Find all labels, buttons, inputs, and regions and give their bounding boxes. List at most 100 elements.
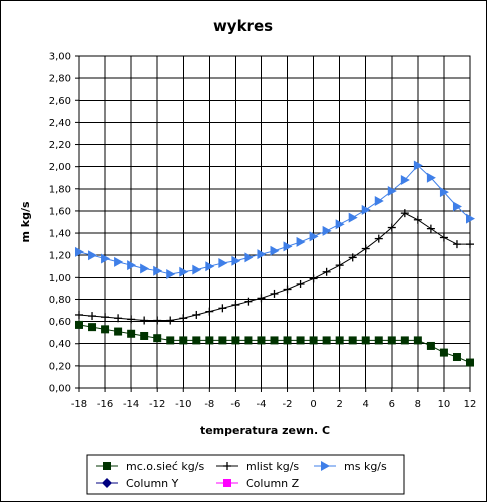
- data-point: [88, 323, 97, 332]
- x-tick-label: -18: [71, 399, 87, 410]
- data-point: [140, 316, 149, 325]
- data-point: [387, 223, 396, 232]
- data-point: [283, 336, 292, 345]
- y-tick-label: 1,40: [49, 229, 71, 240]
- x-tick-label: 0: [310, 399, 316, 410]
- data-point: [335, 219, 345, 230]
- y-tick-label: 1,80: [49, 184, 71, 195]
- data-point: [452, 240, 461, 249]
- data-point: [101, 313, 110, 322]
- y-tick-label: 3,00: [49, 52, 71, 63]
- y-tick-label: 2,40: [49, 118, 71, 129]
- data-point: [283, 285, 292, 294]
- legend-item: mlist kg/s: [216, 460, 299, 473]
- legend-marker: [223, 479, 231, 487]
- x-tick-label: 2: [336, 399, 342, 410]
- x-tick-label: 8: [415, 399, 421, 410]
- chart-title: wykres: [213, 17, 273, 35]
- data-point: [296, 236, 306, 247]
- legend-item: Column Z: [216, 477, 300, 490]
- data-point: [140, 263, 150, 274]
- legend-box: [86, 454, 405, 495]
- x-tick-label: -16: [97, 399, 113, 410]
- data-point: [466, 358, 474, 367]
- y-axis-title: m kg/s: [19, 201, 32, 242]
- data-point: [335, 261, 344, 270]
- y-tick-label: 2,20: [49, 140, 71, 151]
- data-point: [270, 336, 279, 345]
- data-point: [257, 249, 267, 260]
- x-axis-title: temperatura zewn. C: [200, 424, 330, 437]
- y-axis-ticks: 0,00 0,20 0,40 0,60 0,80 1,00 1,20 1,40 1,60 1,80…: [49, 52, 79, 395]
- data-point: [192, 336, 201, 345]
- data-point: [309, 231, 319, 242]
- data-point: [101, 325, 110, 334]
- data-point: [231, 336, 240, 345]
- data-point: [439, 233, 448, 242]
- data-point: [231, 255, 241, 266]
- y-tick-label: 0,00: [49, 384, 71, 395]
- data-point: [400, 209, 409, 218]
- legend-marker: [321, 461, 330, 471]
- data-point: [179, 336, 188, 345]
- y-tick-label: 2,60: [49, 96, 71, 107]
- series-2: [75, 160, 475, 280]
- data-point: [75, 320, 83, 329]
- data-point: [153, 334, 162, 343]
- y-tick-label: 1,60: [49, 206, 71, 217]
- x-tick-label: 12: [464, 399, 477, 410]
- data-point: [192, 264, 202, 275]
- y-tick-label: 0,60: [49, 317, 71, 328]
- x-tick-label: 10: [438, 399, 451, 410]
- x-tick-label: 4: [363, 399, 369, 410]
- legend-item: Column Y: [96, 477, 179, 490]
- data-point: [205, 336, 214, 345]
- legend-marker: [102, 478, 112, 488]
- data-point: [309, 336, 318, 345]
- data-point: [466, 213, 475, 224]
- data-point: [153, 265, 163, 276]
- data-point: [270, 289, 279, 298]
- data-point: [387, 336, 396, 345]
- x-tick-label: -12: [149, 399, 165, 410]
- data-point: [88, 312, 97, 321]
- legend-label: Column Y: [126, 477, 179, 490]
- data-point: [374, 234, 383, 243]
- data-point: [296, 279, 305, 288]
- data-point: [413, 160, 423, 171]
- data-point: [231, 301, 240, 309]
- data-point: [114, 314, 123, 323]
- data-point: [335, 336, 344, 345]
- data-point: [400, 336, 409, 345]
- data-point: [283, 241, 293, 252]
- data-point: [452, 353, 461, 362]
- legend-label: Column Z: [246, 477, 300, 490]
- data-point: [218, 304, 227, 313]
- legend-label: mc.o.sieć kg/s: [126, 460, 204, 473]
- data-point: [192, 310, 201, 319]
- data-point: [361, 204, 371, 215]
- data-point: [270, 245, 280, 256]
- data-point: [218, 257, 228, 268]
- legend-item: ms kg/s: [314, 460, 387, 473]
- data-point: [114, 256, 124, 267]
- legend: mc.o.sieć kg/s mlist kg/s ms kg/s Column Y C…: [96, 460, 387, 490]
- data-point: [322, 336, 331, 345]
- data-point: [361, 244, 370, 253]
- data-point: [387, 186, 397, 197]
- data-point: [88, 250, 98, 261]
- data-point: [348, 212, 358, 223]
- data-point: [439, 348, 448, 357]
- data-point: [426, 224, 435, 233]
- data-point: [439, 187, 449, 198]
- data-point: [75, 246, 84, 257]
- data-point: [400, 174, 410, 185]
- data-point: [257, 336, 266, 345]
- x-tick-label: -8: [204, 399, 214, 410]
- x-tick-label: -2: [283, 399, 293, 410]
- data-point: [374, 195, 384, 206]
- y-tick-label: 0,40: [49, 339, 71, 350]
- data-point: [166, 269, 176, 280]
- data-point: [452, 201, 462, 212]
- y-tick-label: 2,80: [49, 74, 71, 85]
